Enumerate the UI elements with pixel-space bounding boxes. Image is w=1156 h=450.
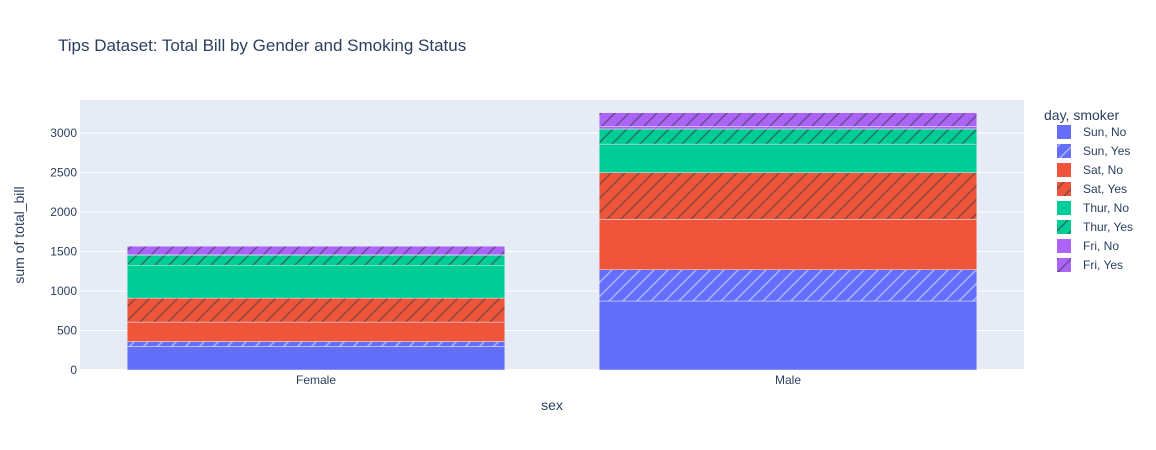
bar-segment[interactable] xyxy=(598,219,978,270)
legend-item[interactable]: Thur, Yes xyxy=(1057,220,1133,234)
legend-item[interactable]: Sat, No xyxy=(1057,163,1123,177)
bar-segment[interactable] xyxy=(126,346,506,371)
chart-title: Tips Dataset: Total Bill by Gender and S… xyxy=(58,36,466,55)
y-tick-label: 1000 xyxy=(50,284,77,298)
legend-label: Sun, No xyxy=(1083,125,1127,139)
legend-swatch xyxy=(1057,163,1071,177)
legend: Sun, No Sun, Yes Sat, No Sat, Yes Thur, No Th… xyxy=(1057,125,1133,272)
bar-segment[interactable] xyxy=(126,297,506,323)
x-axis-ticks: Female Male xyxy=(296,373,801,387)
y-tick-label: 500 xyxy=(57,324,77,338)
bar-segment[interactable] xyxy=(598,128,978,145)
legend-item[interactable]: Thur, No xyxy=(1057,201,1129,215)
legend-label: Sat, No xyxy=(1083,163,1123,177)
legend-label: Fri, Yes xyxy=(1083,258,1123,272)
legend-item[interactable]: Fri, No xyxy=(1057,239,1119,253)
bar-segment[interactable] xyxy=(598,172,978,220)
legend-label: Thur, Yes xyxy=(1083,220,1133,234)
bar-segment[interactable] xyxy=(126,264,506,299)
legend-item[interactable]: Sat, Yes xyxy=(1057,182,1127,196)
y-tick-label: 2000 xyxy=(50,205,77,219)
x-axis-title: sex xyxy=(541,397,563,413)
bars xyxy=(126,112,978,371)
y-tick-label: 3000 xyxy=(50,126,77,140)
legend-item[interactable]: Fri, Yes xyxy=(1057,258,1123,272)
y-tick-label: 1500 xyxy=(50,245,77,259)
bar-segment[interactable] xyxy=(126,254,506,266)
legend-swatch xyxy=(1057,201,1071,215)
y-axis-title: sum of total_bill xyxy=(11,186,27,283)
legend-swatch xyxy=(1057,258,1071,272)
legend-swatch xyxy=(1057,220,1071,234)
legend-item[interactable]: Sun, No xyxy=(1057,125,1127,139)
y-tick-label: 0 xyxy=(70,363,77,377)
legend-label: Sat, Yes xyxy=(1083,182,1127,196)
bar-segment[interactable] xyxy=(598,126,978,130)
bar-segment[interactable] xyxy=(126,245,506,256)
bar-segment[interactable] xyxy=(598,300,978,371)
y-tick-label: 2500 xyxy=(50,166,77,180)
x-tick-label: Male xyxy=(775,373,801,387)
legend-swatch xyxy=(1057,182,1071,196)
x-tick-label: Female xyxy=(296,373,336,387)
legend-swatch xyxy=(1057,239,1071,253)
legend-label: Sun, Yes xyxy=(1083,144,1130,158)
bar-segment[interactable] xyxy=(126,341,506,347)
legend-label: Fri, No xyxy=(1083,239,1119,253)
bar-segment[interactable] xyxy=(598,269,978,302)
bar-segment[interactable] xyxy=(598,143,978,173)
legend-label: Thur, No xyxy=(1083,201,1129,215)
bar-segment[interactable] xyxy=(126,321,506,342)
legend-title: day, smoker xyxy=(1044,107,1120,123)
legend-item[interactable]: Sun, Yes xyxy=(1057,144,1130,158)
legend-swatch xyxy=(1057,144,1071,158)
y-axis-ticks: 0 500 1000 1500 2000 2500 3000 xyxy=(50,126,77,377)
legend-swatch xyxy=(1057,125,1071,139)
bar-segment[interactable] xyxy=(598,112,978,127)
